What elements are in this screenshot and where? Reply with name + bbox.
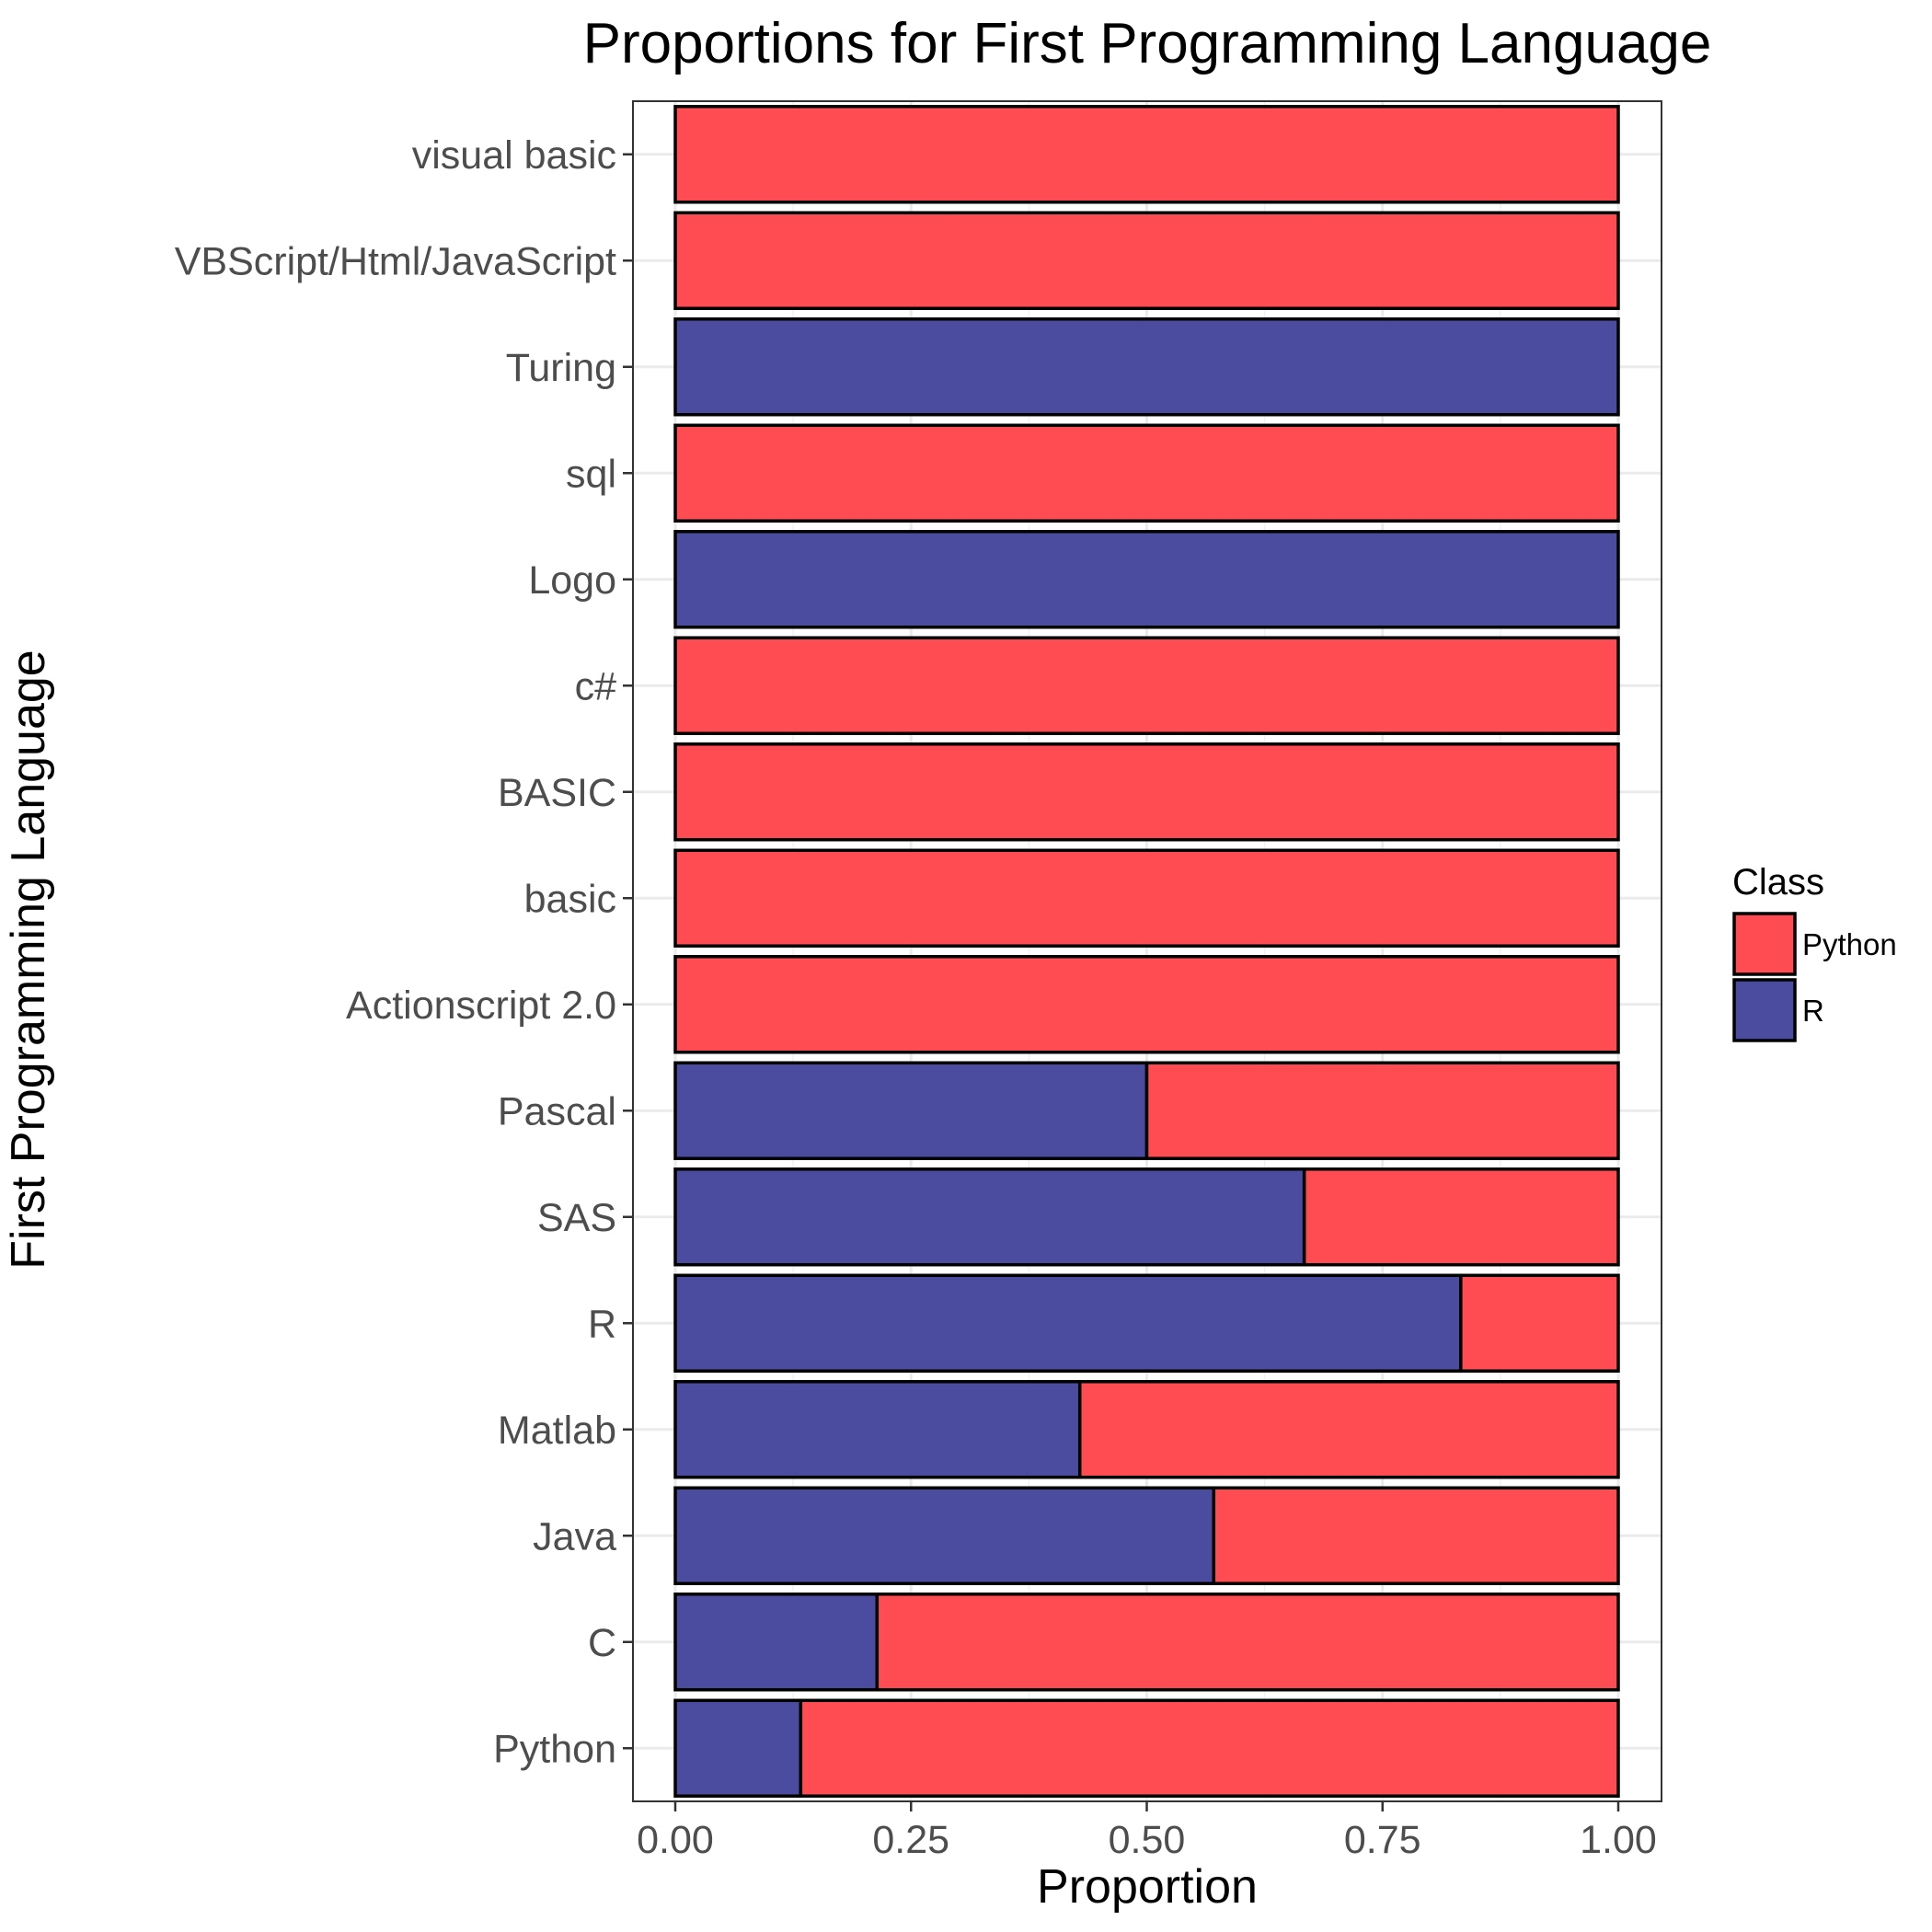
x-tick-label: 0.00	[637, 1818, 714, 1862]
bar-segment-python	[1212, 1486, 1620, 1585]
x-tick-label: 0.50	[1109, 1818, 1186, 1862]
bar-segment-python	[673, 636, 1620, 735]
y-tick-label: Logo	[528, 558, 616, 603]
bar-segment-python	[673, 423, 1620, 523]
y-tick-label: VBScript/Html/JavaScript	[175, 239, 616, 283]
bar-segment-python	[875, 1593, 1620, 1692]
y-tick-label: Actionscript 2.0	[346, 983, 616, 1028]
bar-segment-r	[673, 1380, 1082, 1479]
y-tick-label: Python	[493, 1727, 616, 1771]
y-tick-label: basic	[524, 877, 616, 921]
bar-segment-r	[673, 1273, 1463, 1373]
y-axis: visual basic VBScript/Html/JavaScript Turi…	[175, 133, 633, 1771]
y-tick-label: BASIC	[498, 771, 616, 815]
legend: Class Python R	[1732, 862, 1897, 1042]
bar-segment-r	[673, 1167, 1306, 1267]
bar-segment-python	[799, 1698, 1620, 1798]
legend-key-python	[1732, 912, 1797, 976]
legend-title: Class	[1732, 862, 1824, 903]
bar-segment-python	[673, 955, 1620, 1054]
bar-segment-python	[673, 211, 1620, 310]
bar-segment-r	[673, 317, 1620, 417]
bar-segment-python	[1459, 1273, 1620, 1373]
x-tick-label: 0.75	[1344, 1818, 1421, 1862]
bar-segment-r	[673, 1593, 880, 1692]
y-tick-label: SAS	[537, 1196, 616, 1240]
legend-label-python: Python	[1802, 927, 1897, 961]
bar-segment-python	[1302, 1167, 1620, 1267]
y-tick-label: Turing	[506, 346, 616, 390]
bar-segment-r	[673, 530, 1620, 629]
y-tick-label: Java	[533, 1514, 616, 1558]
bar-segment-r	[673, 1486, 1216, 1585]
bar-segment-r	[673, 1061, 1149, 1160]
x-axis-title: Proportion	[1037, 1860, 1258, 1914]
y-tick-label: R	[588, 1302, 616, 1346]
y-tick-label: Matlab	[498, 1409, 616, 1453]
bar-segment-r	[673, 1698, 803, 1798]
bar-segment-python	[1144, 1061, 1620, 1160]
chart-title: Proportions for First Programming Langua…	[583, 12, 1712, 75]
y-tick-label: visual basic	[412, 133, 616, 178]
y-tick-label: c#	[575, 664, 617, 708]
bar-segment-python	[673, 848, 1620, 948]
y-tick-label: C	[588, 1621, 616, 1665]
bars	[673, 105, 1620, 1798]
x-tick-label: 1.00	[1580, 1818, 1657, 1862]
legend-label-r: R	[1802, 994, 1824, 1028]
y-tick-label: sql	[566, 452, 616, 496]
legend-key-r	[1732, 978, 1797, 1042]
bar-segment-python	[673, 742, 1620, 842]
x-axis: 0.00 0.25 0.50 0.75 1.00	[637, 1801, 1657, 1862]
x-tick-label: 0.25	[872, 1818, 949, 1862]
y-tick-label: Pascal	[498, 1089, 616, 1133]
bar-segment-python	[673, 105, 1620, 204]
bar-segment-python	[1077, 1380, 1620, 1479]
y-axis-title: First Programming Language	[2, 650, 55, 1269]
